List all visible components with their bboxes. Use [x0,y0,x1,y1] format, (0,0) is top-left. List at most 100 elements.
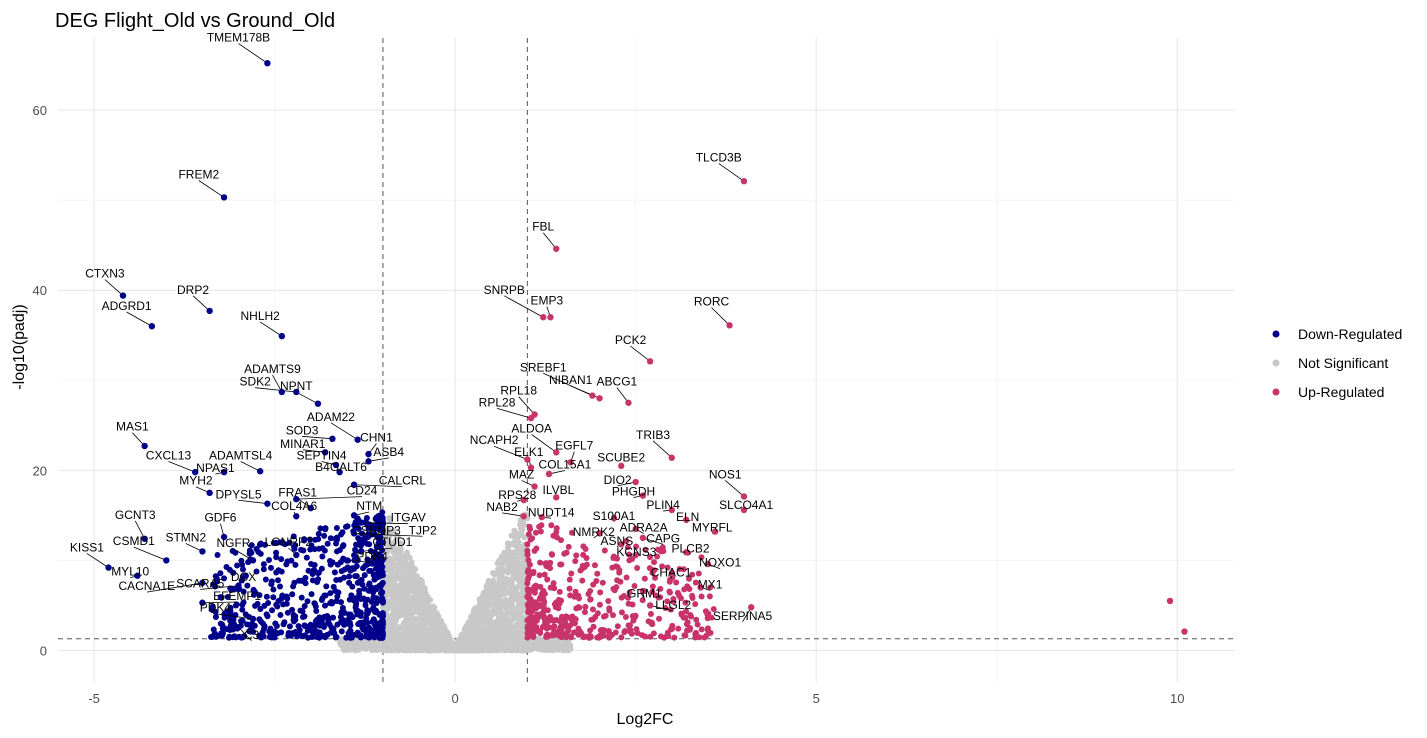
gene-label: NHLH2 [241,309,281,323]
gene-label: PDK4 [200,601,232,615]
point-down-regulated [345,630,352,637]
gene-label: ELN [676,510,699,524]
point-up-regulated [614,623,621,630]
point-up-regulated [576,604,583,611]
point-not-significant [423,613,430,620]
point-not-significant [508,634,515,641]
leader-line [126,311,153,327]
point-up-regulated [558,626,565,633]
point-not-significant [464,624,471,631]
gene-point [199,599,206,606]
point-not-significant [426,608,433,615]
point-not-significant [507,620,514,627]
point-down-regulated [321,632,328,639]
point-up-regulated [701,634,708,641]
point-not-significant [505,581,512,588]
point-up-regulated [548,522,555,529]
point-not-significant [368,646,375,653]
point-down-regulated [312,536,319,543]
point-up-regulated [606,634,613,641]
gene-label: CTXN3 [85,267,125,281]
point-down-regulated [378,581,385,588]
leader-line [650,605,674,612]
point-down-regulated [260,561,267,568]
point-up-regulated [625,622,632,629]
point-not-significant [497,604,504,611]
point-up-regulated [556,632,563,639]
point-up-regulated [693,616,700,623]
point-up-regulated [566,576,573,583]
point-not-significant [372,640,379,647]
point-down-regulated [239,561,246,568]
point-down-regulated [244,621,251,628]
point-down-regulated [210,626,217,633]
point-not-significant [489,641,496,648]
point-down-regulated [365,587,372,594]
gene-label: SREBF1 [520,360,567,374]
point-down-regulated [278,595,285,602]
point-not-significant [391,642,398,649]
gene-point [683,549,690,556]
gene-label: ASB4 [373,445,404,459]
gene-point [1181,628,1188,635]
point-not-significant [511,555,518,562]
point-not-significant [467,629,474,636]
point-down-regulated [273,549,280,556]
gene-point [307,504,314,512]
point-not-significant [504,540,511,547]
point-up-regulated [685,575,692,582]
gene-point [683,516,690,524]
point-down-regulated [364,619,371,626]
point-down-regulated [224,608,231,615]
point-not-significant [350,642,357,649]
point-not-significant [406,634,413,641]
point-down-regulated [317,525,324,532]
point-down-regulated [244,582,251,589]
point-down-regulated [238,634,245,641]
gene-label: FREM2 [178,168,219,182]
point-up-regulated [695,570,702,577]
leader-line [542,232,557,250]
point-not-significant [385,588,392,595]
point-down-regulated [221,575,228,582]
point-up-regulated [631,583,638,590]
point-up-regulated [524,585,531,592]
point-up-regulated [704,611,711,618]
leader-line [346,560,373,563]
gene-point [596,395,603,402]
point-down-regulated [352,519,359,526]
leader-line [496,408,532,419]
point-down-regulated [333,598,340,605]
gene-label: GCNT3 [115,508,156,522]
background-points [208,509,717,654]
point-not-significant [483,631,490,638]
gene-point [343,557,351,564]
point-up-regulated [562,619,569,626]
gene-point [547,314,554,321]
point-up-regulated [704,625,711,632]
gene-label: GRM1 [627,586,662,600]
gene-point [567,459,574,466]
gene-point [358,519,365,526]
point-down-regulated [375,512,382,519]
point-not-significant [386,532,393,539]
point-not-significant [420,647,427,654]
leader-line [361,522,409,525]
point-down-regulated [330,625,337,632]
point-up-regulated [527,526,534,533]
gene-point [141,442,148,450]
point-down-regulated [358,633,365,640]
point-up-regulated [571,629,578,636]
point-not-significant [550,647,557,654]
point-not-significant [467,613,474,620]
x-axis-ticks: -5 0 5 10 [88,691,1184,706]
point-down-regulated [232,549,239,556]
point-not-significant [516,568,523,575]
point-down-regulated [290,533,297,540]
leader-line [238,43,268,64]
point-not-significant [384,647,391,654]
point-down-regulated [349,614,356,621]
point-down-regulated [366,580,373,587]
point-not-significant [503,557,510,564]
point-down-regulated [283,593,290,600]
